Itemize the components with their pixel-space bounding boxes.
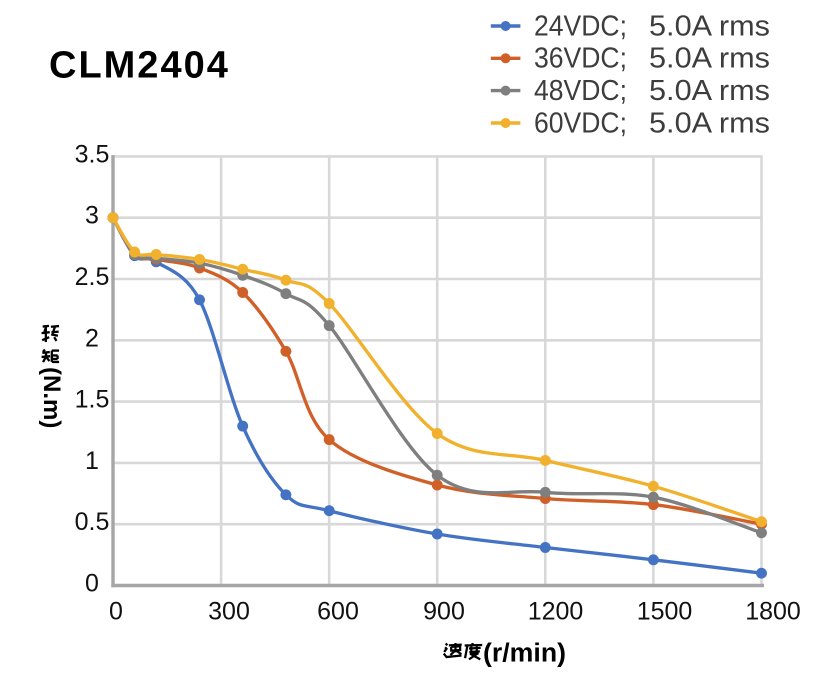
svg-text:(N.m): (N.m) [38, 367, 65, 428]
svg-text:3: 3 [85, 202, 99, 230]
svg-text:2.5: 2.5 [75, 263, 110, 291]
svg-text:1: 1 [85, 447, 99, 475]
svg-text:1800: 1800 [745, 598, 801, 626]
svg-text:0: 0 [85, 570, 99, 598]
svg-text:1200: 1200 [528, 598, 584, 626]
svg-text:24VDC;: 24VDC; [534, 10, 627, 42]
svg-text:1.5: 1.5 [75, 386, 110, 414]
svg-text:1500: 1500 [637, 598, 693, 626]
svg-text:2: 2 [85, 324, 99, 352]
svg-text:300: 300 [208, 598, 250, 626]
svg-text:5.0A rms: 5.0A rms [649, 10, 770, 42]
svg-text:48VDC;: 48VDC; [534, 75, 627, 107]
svg-text:0.5: 0.5 [75, 508, 110, 536]
svg-text:CLM2404: CLM2404 [49, 45, 230, 87]
svg-text:5.0A rms: 5.0A rms [649, 43, 770, 75]
svg-text:(r/min): (r/min) [483, 640, 566, 668]
svg-text:5.0A rms: 5.0A rms [649, 107, 770, 139]
svg-text:60VDC;: 60VDC; [534, 107, 627, 139]
svg-text:36VDC;: 36VDC; [534, 43, 627, 75]
svg-text:0: 0 [109, 598, 123, 626]
svg-text:900: 900 [423, 598, 465, 626]
svg-text:5.0A rms: 5.0A rms [649, 75, 770, 107]
svg-text:3.5: 3.5 [75, 140, 110, 168]
svg-text:600: 600 [317, 598, 359, 626]
